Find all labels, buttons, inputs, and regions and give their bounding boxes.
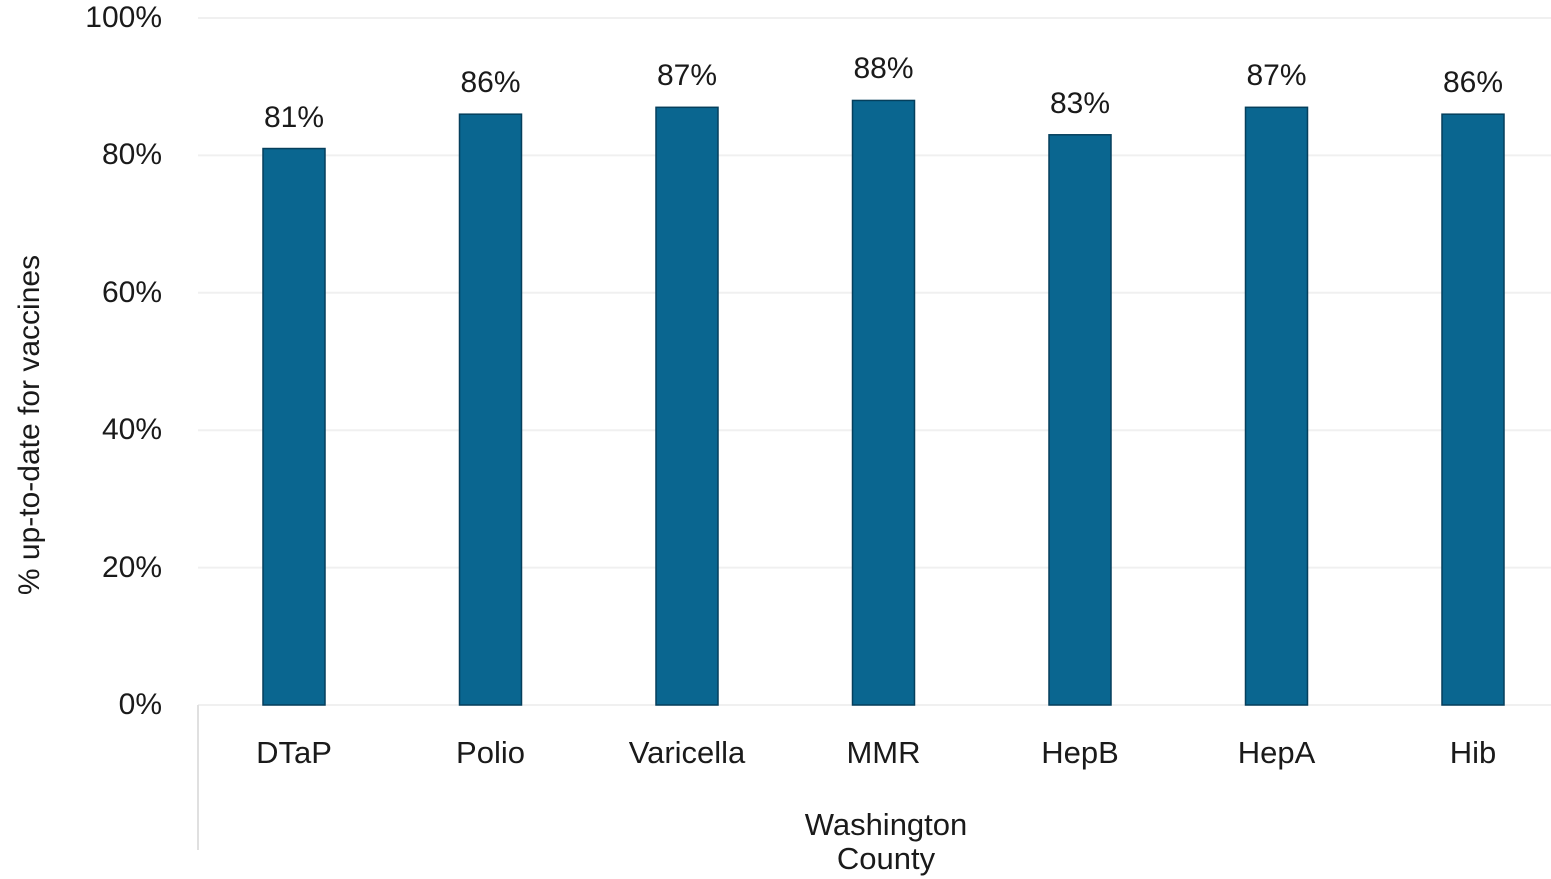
- y-axis-title: % up-to-date for vaccines: [13, 254, 46, 596]
- y-tick-label: 80%: [101, 138, 162, 172]
- y-tick-label: 40%: [101, 413, 162, 447]
- x-tick-label-hepa: HepA: [1237, 735, 1316, 770]
- x-tick-label-dtap: DTaP: [256, 735, 332, 770]
- y-tick-label: 20%: [101, 550, 162, 584]
- y-tick-label: 0%: [118, 688, 162, 721]
- data-label-dtap: 81%: [263, 100, 325, 134]
- bar-mmr: [851, 99, 916, 706]
- x-tick-label-varicella: Varicella: [628, 735, 746, 770]
- data-label-varicella: 87%: [656, 59, 718, 93]
- x-axis-title: Washington County: [804, 807, 968, 876]
- bar-varicella: [655, 106, 719, 706]
- data-label-hib: 86%: [1442, 66, 1504, 100]
- bar-hepb: [1048, 134, 1112, 706]
- x-tick-label-hepb: HepB: [1041, 735, 1119, 770]
- x-tick-label-hib: Hib: [1449, 735, 1497, 770]
- data-label-hepb: 83%: [1049, 86, 1111, 120]
- bar-hib: [1441, 113, 1505, 706]
- bar-hepa: [1244, 106, 1309, 706]
- data-label-mmr: 88%: [853, 52, 914, 86]
- data-label-hepa: 87%: [1246, 59, 1307, 93]
- x-tick-label-polio: Polio: [456, 735, 525, 770]
- x-tick-label-mmr: MMR: [846, 735, 921, 770]
- bar-polio: [458, 113, 523, 706]
- y-tick-label: 60%: [101, 275, 162, 309]
- data-label-polio: 86%: [460, 66, 521, 100]
- y-tick-label: 100%: [85, 1, 162, 34]
- bar-dtap: [262, 147, 326, 706]
